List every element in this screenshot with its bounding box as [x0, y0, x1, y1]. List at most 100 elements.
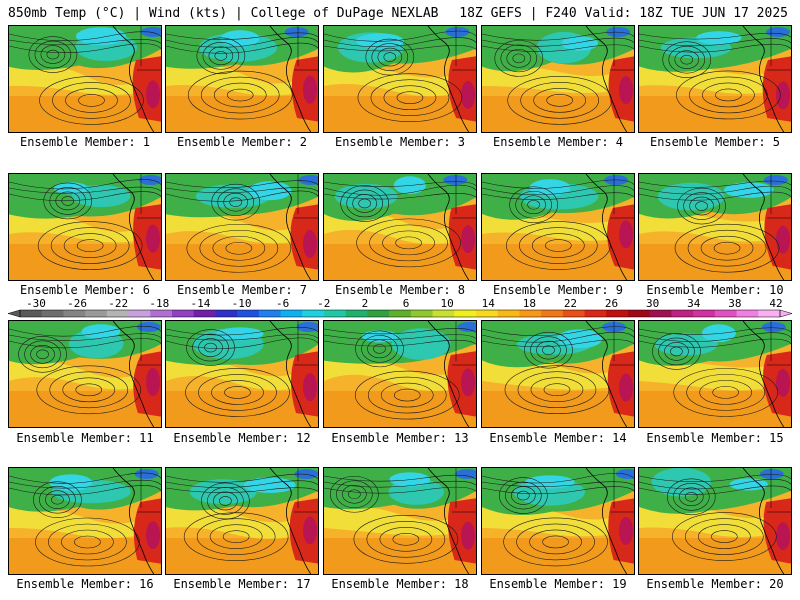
temperature-map [166, 174, 318, 280]
colorbar-swatch [63, 310, 86, 317]
colorbar-swatch [736, 310, 759, 317]
ensemble-map-panel [323, 320, 477, 428]
ensemble-member-label: Ensemble Member: 10 [646, 283, 784, 297]
ensemble-member-label: Ensemble Member: 3 [334, 135, 466, 149]
ensemble-member-label: Ensemble Member: 4 [492, 135, 624, 149]
ensemble-map-panel [8, 467, 162, 575]
ensemble-map-panel [8, 173, 162, 281]
colorbar-tick-label: -22 [108, 297, 128, 310]
colorbar-swatch [541, 310, 564, 317]
temperature-map [482, 321, 634, 427]
colorbar-swatch [345, 310, 368, 317]
colorbar-swatch [302, 310, 325, 317]
ensemble-map-panel [323, 173, 477, 281]
ensemble-member-label: Ensemble Member: 11 [16, 431, 154, 445]
colorbar-left-arrow [7, 309, 21, 318]
colorbar-swatch [584, 310, 607, 317]
colorbar-swatch [454, 310, 477, 317]
colorbar-tick-label: 10 [440, 297, 453, 310]
colorbar-tick-label: 34 [687, 297, 701, 310]
colorbar-tick-label: -10 [232, 297, 252, 310]
ensemble-map-panel [165, 25, 319, 133]
colorbar-swatch [258, 310, 282, 317]
ensemble-map-panel [638, 320, 792, 428]
ensemble-map-panel [8, 25, 162, 133]
colorbar-swatch [150, 310, 173, 317]
ensemble-map-panel [481, 25, 635, 133]
colorbar-tick-label: 42 [769, 297, 782, 310]
colorbar-graphic: -30 -26 -22 -18 -14 -10 -6 -2 2 6 10 14 18 22 26 30 34 38… [7, 297, 793, 318]
ensemble-member-label: Ensemble Member: 18 [331, 577, 469, 591]
colorbar-tick-label: 6 [403, 297, 410, 310]
temperature-map [324, 26, 476, 132]
ensemble-member-label: Ensemble Member: 7 [176, 283, 308, 297]
ensemble-member-label: Ensemble Member: 13 [331, 431, 469, 445]
colorbar-swatch [389, 310, 412, 317]
colorbar-swatch [106, 310, 130, 317]
colorbar-swatch [519, 310, 542, 317]
temperature-map [482, 174, 634, 280]
colorbar-swatch [714, 310, 738, 317]
temperature-map [482, 26, 634, 132]
temperature-map [482, 468, 634, 574]
colorbar-swatch [562, 310, 586, 317]
chart-title: 850mb Temp (°C) | Wind (kts) | College o… [8, 6, 439, 21]
ensemble-map-panel [638, 173, 792, 281]
ensemble-map-panel [323, 467, 477, 575]
ensemble-map-panel [481, 467, 635, 575]
temperature-map [639, 468, 791, 574]
colorbar-swatch [193, 310, 216, 317]
colorbar-tick-label: 22 [564, 297, 577, 310]
ensemble-member-label: Ensemble Member: 1 [19, 135, 151, 149]
temperature-map [324, 174, 476, 280]
colorbar-swatch [410, 310, 434, 317]
ensemble-member-label: Ensemble Member: 5 [649, 135, 781, 149]
ensemble-map-panel [165, 320, 319, 428]
ensemble-map-panel [165, 173, 319, 281]
colorbar-swatch [649, 310, 672, 317]
temperature-map [9, 26, 161, 132]
colorbar-tick-label: 26 [605, 297, 618, 310]
ensemble-member-label: Ensemble Member: 19 [489, 577, 627, 591]
temperature-map [639, 321, 791, 427]
ensemble-member-label: Ensemble Member: 14 [489, 431, 627, 445]
ensemble-map-panel [165, 467, 319, 575]
colorbar-swatch [85, 310, 108, 317]
colorbar-swatch [628, 310, 651, 317]
colorbar-tick-label: 14 [482, 297, 496, 310]
ensemble-map-panel [323, 25, 477, 133]
ensemble-member-label: Ensemble Member: 6 [19, 283, 151, 297]
colorbar-tick-label: 18 [523, 297, 536, 310]
ensemble-member-label: Ensemble Member: 8 [334, 283, 466, 297]
temperature-map [9, 468, 161, 574]
ensemble-member-label: Ensemble Member: 20 [646, 577, 784, 591]
temperature-map [166, 26, 318, 132]
temperature-map [324, 468, 476, 574]
colorbar-swatch [606, 310, 629, 317]
colorbar-tick-label: -30 [26, 297, 46, 310]
ensemble-map-panel [8, 320, 162, 428]
colorbar-swatch [20, 310, 43, 317]
ensemble-map-panel [638, 25, 792, 133]
colorbar-swatch [693, 310, 716, 317]
colorbar-right-arrow [779, 309, 793, 318]
ensemble-member-label: Ensemble Member: 12 [173, 431, 311, 445]
ensemble-member-label: Ensemble Member: 15 [646, 431, 784, 445]
colorbar-tick-label: -14 [191, 297, 211, 310]
temperature-map [639, 174, 791, 280]
colorbar-swatch [128, 310, 151, 317]
colorbar-tick-label: 38 [728, 297, 741, 310]
colorbar-tick-label: 2 [362, 297, 369, 310]
temperature-map [9, 174, 161, 280]
colorbar-swatch [280, 310, 303, 317]
colorbar-swatch [237, 310, 260, 317]
temperature-map [166, 468, 318, 574]
ensemble-member-label: Ensemble Member: 16 [16, 577, 154, 591]
ensemble-map-panel [481, 173, 635, 281]
colorbar-tick-label: -2 [317, 297, 330, 310]
colorbar-swatch [758, 310, 781, 317]
temperature-map [166, 321, 318, 427]
colorbar-swatch [324, 310, 347, 317]
colorbar-swatch [432, 310, 455, 317]
ensemble-map-panel [481, 320, 635, 428]
